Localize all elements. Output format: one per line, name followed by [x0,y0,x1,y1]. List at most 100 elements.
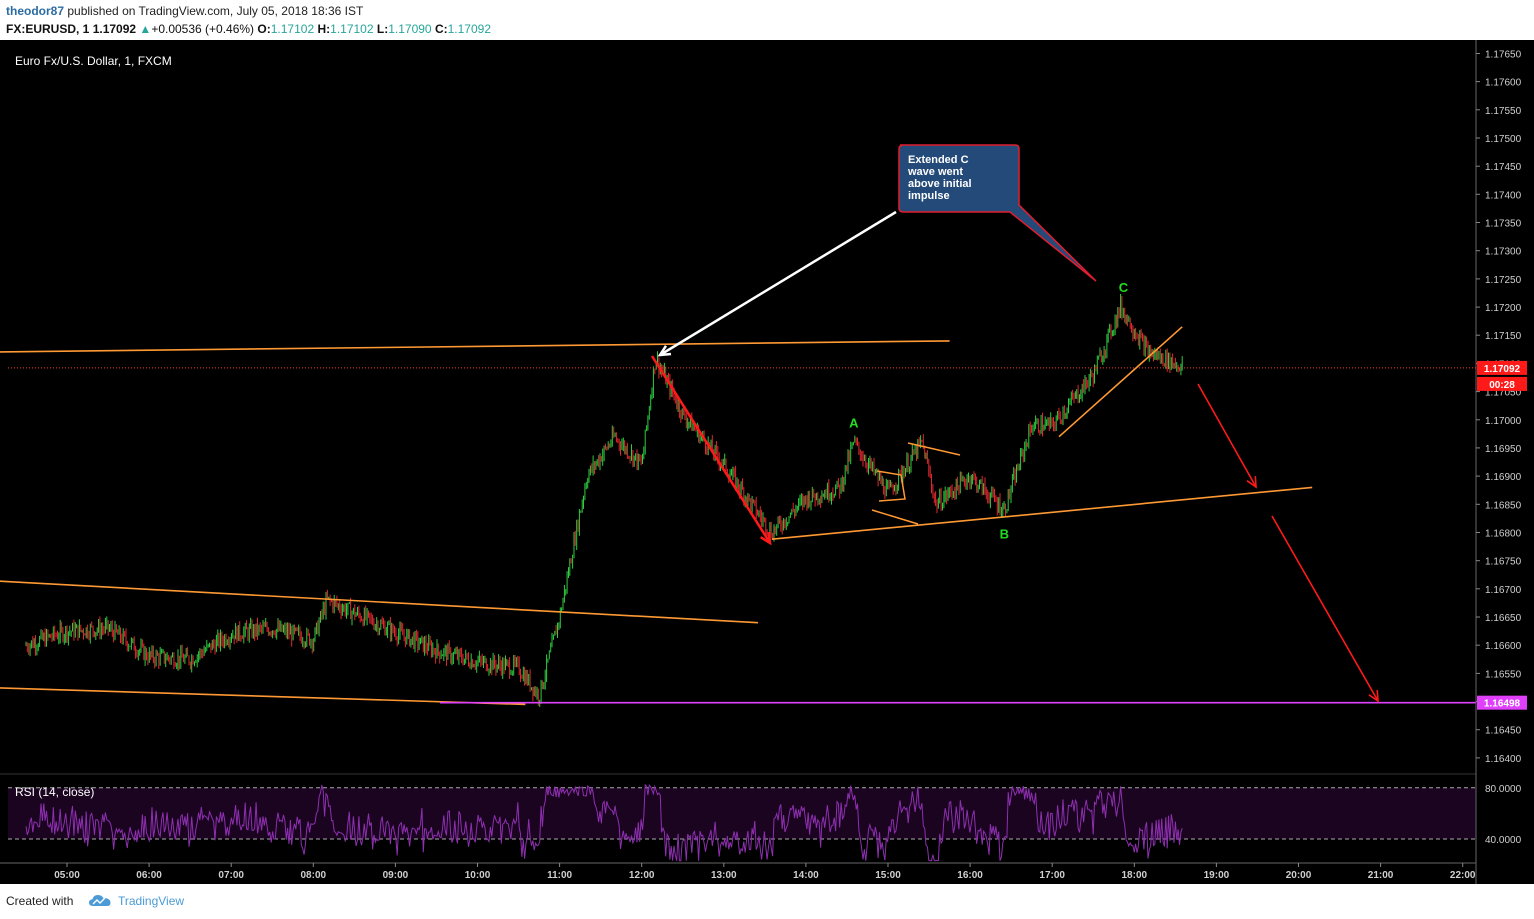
price-tick-label: 1.17600 [1485,78,1522,89]
price-tick-label: 1.17000 [1485,416,1522,427]
support-price-tag-bg [1477,695,1527,710]
trend-line [0,340,950,353]
time-tick-label: 11:00 [547,870,572,881]
projection-arrow-1-head [1246,475,1257,489]
projection-arrow-2-head [1368,689,1379,703]
price-change: +0.00536 (+0.46%) [151,22,255,36]
current-price-tag-text: 1.17092 [1484,364,1521,375]
triangle-drawing [871,509,919,525]
countdown-tag-text: 00:28 [1489,380,1515,391]
price-tick-label: 1.16900 [1485,472,1522,483]
support-price-tag: 1.16498 [1477,695,1527,710]
triangle-drawing [907,442,961,456]
price-tick-label: 1.16750 [1485,557,1522,568]
low-value: 1.17090 [388,22,432,36]
price-tick-label: 1.17050 [1485,388,1522,399]
time-tick-label: 18:00 [1122,870,1148,881]
tradingview-cloud-icon [89,895,111,906]
price-tick-label: 1.17550 [1485,106,1522,117]
rsi-label: RSI (14, close) [15,785,94,799]
rsi-tick-label: 80.0000 [1485,784,1522,795]
time-tick-label: 14:00 [793,870,819,881]
price-tick-label: 1.16800 [1485,529,1522,540]
current-price-tag: 1.17092 [1477,360,1527,375]
chart-footer: Created with TradingView [0,884,1534,919]
callout-line-2: wave went [907,166,963,178]
symbol-info: FX:EURUSD, 1 [6,22,90,36]
chart-header: theodor87 published on TradingView.com, … [0,0,1534,40]
axes-layer: 1.17650 1.17600 1.17550 1.17500 1.17450 1.174… [0,40,1527,884]
time-tick-label: 16:00 [957,870,983,881]
trend-line [1058,326,1183,438]
impulse-down-arrow-shaft [650,355,772,544]
time-tick-label: 22:00 [1450,870,1476,881]
open-label: O: [257,22,271,36]
projection-arrow-1 [1197,383,1257,489]
trend-line [0,580,759,624]
chart-background [0,40,1534,884]
rsi-pane [0,773,1476,862]
current-price-tag-bg [1477,360,1527,375]
price-tick-label: 1.16600 [1485,641,1522,652]
tradingview-link[interactable]: TradingView [118,894,185,908]
open-value: 1.17102 [270,22,315,36]
time-tick-label: 21:00 [1368,870,1394,881]
impulse-down-arrow [650,355,772,546]
price-tick-label: 1.16950 [1485,444,1522,455]
time-tick-label: 10:00 [465,870,491,881]
published-text: published on TradingView.com, July 05, 2… [67,4,364,18]
chart-title: Euro Fx/U.S. Dollar, 1, FXCM [15,54,172,68]
time-tick-label: 13:00 [711,870,737,881]
time-tick-label: 17:00 [1039,870,1065,881]
close-value: 1.17092 [447,22,492,36]
time-tick-label: 06:00 [136,870,162,881]
callout-arrow-shaft [659,210,897,357]
close-label: C: [434,22,448,36]
callout-line-3: above initial [908,178,972,190]
price-tick-label: 1.16450 [1485,726,1522,737]
time-tick-label: 19:00 [1204,870,1230,881]
callout-line-4: impulse [908,190,950,202]
impulse-down-arrow-head [760,531,772,546]
time-tick-label: 12:00 [629,870,655,881]
price-tick-label: 1.16550 [1485,669,1522,680]
projection-arrow-1-shaft [1197,383,1257,488]
candles-layer [25,293,1183,707]
callout-box[interactable]: Extended C wave went above initial impul… [898,144,1097,282]
symbol-line: FX:EURUSD, 1 1.17092 ▲+0.00536 (+0.46%) … [6,22,491,36]
callout-arrow-head [657,345,672,357]
wave-b-label: B [1000,527,1009,542]
price-tick-label: 1.17300 [1485,247,1522,258]
drawings-layer: A B C [0,210,1476,706]
callout-line-1: Extended C [908,154,969,166]
time-tick-label: 20:00 [1286,870,1312,881]
callout-arrow [657,210,897,357]
last-price: 1.17092 [92,22,137,36]
trend-line [771,486,1313,540]
time-tick-label: 08:00 [301,870,327,881]
price-tick-label: 1.17650 [1485,50,1522,61]
price-tick-label: 1.17200 [1485,303,1522,314]
username-link[interactable]: theodor87 [6,4,65,18]
low-label: L: [376,22,389,36]
price-tick-label: 1.17500 [1485,134,1522,145]
price-tick-label: 1.16850 [1485,500,1522,511]
rsi-tick-label: 40.0000 [1485,835,1522,846]
price-tick-label: 1.16700 [1485,585,1522,596]
callout-shape [898,144,1097,282]
price-tick-label: 1.17450 [1485,162,1522,173]
projection-arrow-2-shaft [1271,515,1379,702]
high-label: H: [317,22,331,36]
chart-canvas[interactable]: ABC 1.176501.176001.175501.175001.174501… [0,40,1534,884]
countdown-tag-bg [1477,376,1527,391]
support-price-tag-text: 1.16498 [1484,699,1521,710]
high-value: 1.17102 [330,22,374,36]
trend-line [0,687,526,706]
price-tick-label: 1.17350 [1485,219,1522,230]
created-with-text: Created with [6,894,74,908]
time-tick-label: 09:00 [383,870,409,881]
wave-c-label: C [1119,280,1129,295]
price-tick-label: 1.17250 [1485,275,1522,286]
rsi-line [25,783,1183,862]
price-tick-label: 1.17400 [1485,190,1522,201]
